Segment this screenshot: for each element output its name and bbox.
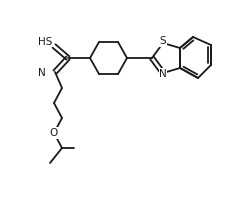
- Text: O: O: [50, 128, 58, 138]
- Text: S: S: [160, 36, 166, 46]
- Text: HS: HS: [38, 37, 52, 47]
- Text: N: N: [38, 68, 46, 78]
- Text: N: N: [159, 69, 167, 79]
